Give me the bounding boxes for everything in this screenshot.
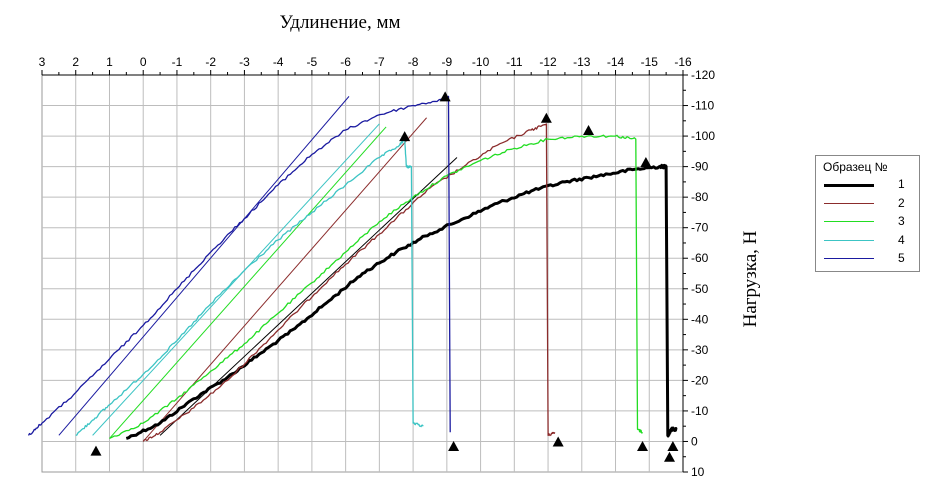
marker-5: [448, 441, 460, 452]
x-tick-label: 1: [106, 55, 113, 69]
x-tick-label: -14: [607, 55, 625, 69]
y-tick-label: -120: [691, 68, 715, 82]
legend-swatch: [824, 221, 874, 222]
x-tick-label: 0: [140, 55, 147, 69]
x-tick-label: 2: [72, 55, 79, 69]
y-tick-label: -20: [691, 373, 709, 387]
legend-entry-2: 2: [816, 195, 919, 214]
y-axis-title: Нагрузка, Н: [740, 230, 761, 328]
legend-swatch: [824, 202, 874, 204]
y-tick-label: -10: [691, 404, 709, 418]
y-tick-label: -100: [691, 129, 715, 143]
marker-1: [664, 451, 676, 462]
legend-entry-5: 5: [816, 250, 919, 269]
y-tick-label: -40: [691, 312, 709, 326]
x-tick-label: -13: [573, 55, 591, 69]
markers: [90, 91, 679, 462]
y-tick-label: -80: [691, 190, 709, 204]
y-tick-label: -30: [691, 343, 709, 357]
y-tick-label: -110: [691, 99, 714, 113]
series-line-4: [75, 138, 424, 437]
series-line-1: [125, 163, 678, 440]
x-tick-label: -16: [674, 55, 692, 69]
marker-3: [637, 441, 649, 452]
legend-label: 5: [898, 251, 905, 265]
tangent-line-3: [109, 126, 387, 439]
legend-label: 2: [898, 195, 905, 210]
x-tick-label: -1: [172, 55, 183, 69]
series-line-2: [142, 123, 556, 442]
legend-swatch: [824, 258, 874, 259]
legend-swatch: [824, 184, 874, 187]
marker-2: [552, 436, 564, 447]
x-tick-label: -11: [506, 55, 523, 69]
x-tick-label: -2: [205, 55, 216, 69]
x-tick-label: 3: [39, 55, 46, 69]
y-tick-label: 10: [691, 465, 705, 479]
y-tick-label: -90: [691, 160, 709, 174]
legend-title: Образец №: [823, 160, 888, 174]
x-tick-label: -7: [374, 55, 385, 69]
marker-1: [640, 157, 652, 168]
x-tick-label: -8: [408, 55, 419, 69]
tangent-lines: [58, 96, 458, 442]
x-tick-label: -15: [641, 55, 659, 69]
marker-2: [540, 112, 552, 123]
legend-entry-4: 4: [816, 232, 919, 251]
y-tick-label: -70: [691, 221, 709, 235]
legend-swatch: [824, 239, 874, 241]
marker-4: [90, 445, 102, 456]
legend-label: 3: [898, 214, 905, 228]
y-tick-label: -50: [691, 282, 709, 296]
legend-entries: 1 2 3 4 5: [816, 176, 919, 269]
marker-4: [399, 131, 411, 142]
x-tick-label: -5: [307, 55, 318, 69]
grid-lines: [41, 74, 684, 473]
legend-entry-1: 1: [816, 176, 919, 195]
tangent-line-5: [58, 96, 350, 436]
y-tick-label: 0: [691, 434, 698, 448]
series-line-3: [109, 134, 644, 439]
marker-1: [667, 441, 679, 452]
data-series: [27, 95, 678, 442]
x-tick-label: -10: [472, 55, 490, 69]
x-tick-label: -9: [442, 55, 453, 69]
series-line-5: [27, 95, 451, 436]
legend-label: 4: [898, 232, 905, 247]
x-axis-title: Удлинение, мм: [279, 12, 401, 33]
legend-entry-3: 3: [816, 213, 919, 232]
marker-3: [583, 124, 595, 135]
y-axis: -120-110-100-90-80-70-60-50-40-30-20-100…: [682, 68, 715, 479]
x-tick-label: -3: [239, 55, 250, 69]
y-tick-label: -60: [691, 251, 709, 265]
legend-label: 1: [898, 177, 905, 191]
x-tick-label: -4: [273, 55, 284, 69]
x-axis: 3 2 1 0 -1 -2 -3 -4 -5 -6 -7 -8 -9 -10 -11 -12 -13 -14 -15…: [39, 55, 692, 76]
x-tick-label: -12: [539, 55, 557, 69]
legend: Образец № 1 2 3 4 5: [815, 155, 920, 272]
x-tick-label: -6: [340, 55, 351, 69]
marker-5: [439, 91, 451, 102]
tangent-line-4: [92, 123, 380, 436]
